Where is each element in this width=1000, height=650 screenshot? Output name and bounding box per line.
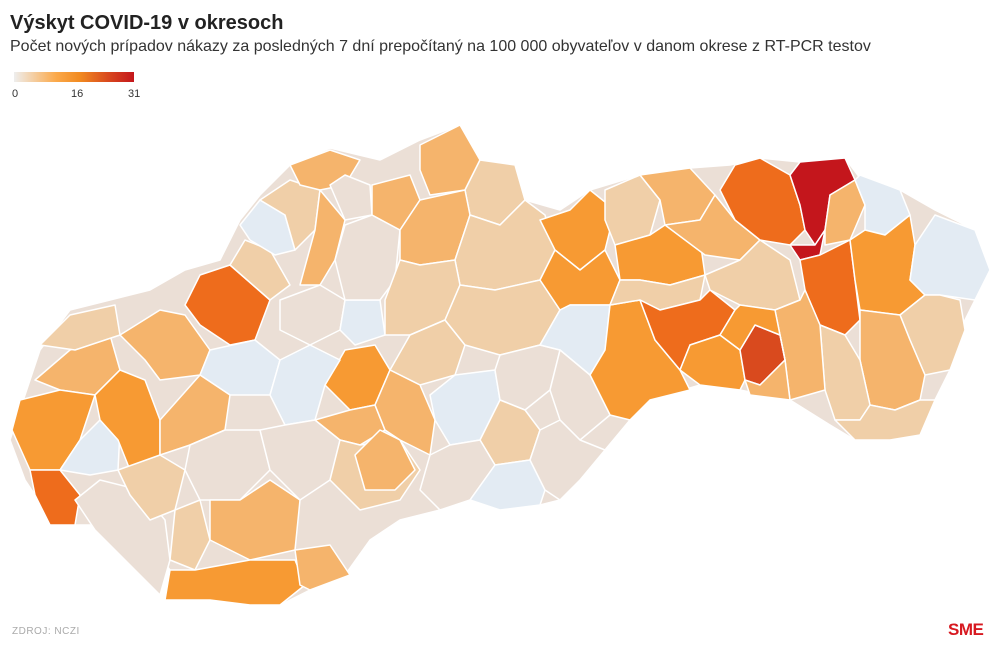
district-region xyxy=(209,479,301,561)
district-region xyxy=(744,359,791,401)
district-region xyxy=(39,304,121,351)
district-region xyxy=(834,399,936,441)
map-subtitle: Počet nových prípadov nákazy za posledný… xyxy=(10,38,871,55)
source-note: ZDROJ: NCZI xyxy=(12,626,80,637)
color-legend: 0 16 31 xyxy=(12,72,140,102)
district-region xyxy=(529,419,606,501)
district-region xyxy=(169,499,211,571)
district-region xyxy=(789,229,826,261)
district-region xyxy=(374,369,436,456)
legend-min-label: 0 xyxy=(12,88,19,100)
district-region xyxy=(184,264,271,346)
district-region xyxy=(294,544,351,591)
sme-logo: SME xyxy=(948,620,984,639)
legend-gradient xyxy=(14,72,134,82)
slovakia-district-map xyxy=(9,124,991,606)
district-region xyxy=(909,214,991,301)
district-region xyxy=(184,429,271,501)
district-region xyxy=(329,174,373,221)
district-region xyxy=(354,429,416,491)
map-title: Výskyt COVID-19 v okresoch xyxy=(10,12,284,34)
district-region xyxy=(229,239,291,301)
legend-max-label: 31 xyxy=(128,88,141,100)
legend-mid-label: 16 xyxy=(71,88,84,100)
